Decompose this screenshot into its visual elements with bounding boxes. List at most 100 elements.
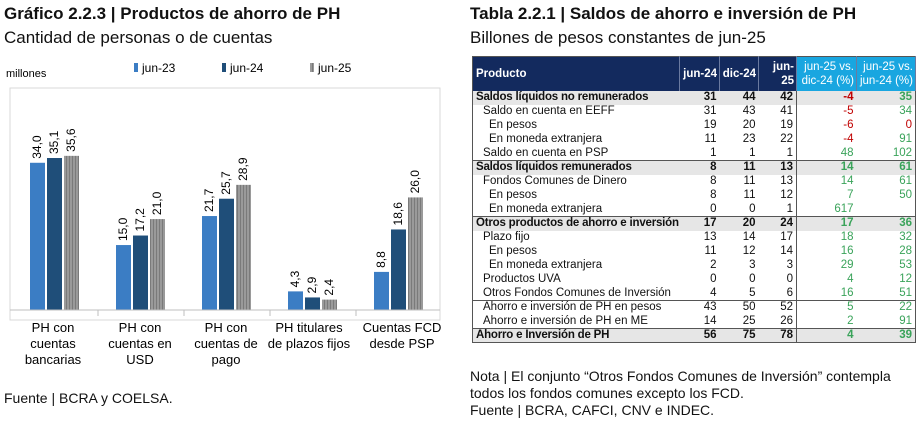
cell-value: 20 <box>719 216 759 231</box>
legend-label: jun-25 <box>317 61 352 75</box>
bar <box>408 197 423 310</box>
cell-value: 43 <box>742 105 756 117</box>
cell-value: 56 <box>679 328 720 343</box>
data-label: 18,6 <box>391 202 405 226</box>
cell-value: 0 <box>710 202 717 215</box>
row-label: Ahorro e inversión de PH en ME <box>483 314 648 327</box>
table-row: En pesos 8 11 12 7 50 <box>473 188 916 203</box>
category-label: bancarias <box>25 352 82 367</box>
table-note: Nota | El conjunto “Otros Fondos Comunes… <box>470 368 912 419</box>
category-label: pago <box>212 352 241 367</box>
cell-value: 13 <box>758 160 797 175</box>
column-header: jun-25 <box>758 56 797 91</box>
cell-value: 31 <box>703 105 717 117</box>
cell-value: 1 <box>758 202 797 217</box>
row-label: Saldos líquidos no remunerados <box>472 90 680 105</box>
data-label: 15,0 <box>116 217 130 241</box>
table-row: En pesos 19 20 19 -6 0 <box>473 118 916 133</box>
row-label: Ahorro e Inversión de PH <box>472 328 680 343</box>
y-axis-label: millones <box>6 68 47 80</box>
row-label: En pesos <box>489 119 537 131</box>
column-header: Producto <box>472 56 680 91</box>
data-label: 21,7 <box>202 188 216 212</box>
cell-value: 14 <box>703 314 717 327</box>
cell-value: 19 <box>758 118 797 133</box>
cell-value: 44 <box>719 90 759 105</box>
bar <box>202 216 217 310</box>
cell-value: 25 <box>742 314 756 327</box>
cell-value: 22 <box>856 300 916 315</box>
cell-value: -5 <box>843 105 854 117</box>
table-row: Otros productos de ahorro e inversión 17 2… <box>472 216 916 231</box>
table-row: En moneda extranjera 0 0 1 617 <box>473 202 916 217</box>
row-label: Otros productos de ahorro e inversión <box>472 216 680 231</box>
cell-value: 18 <box>840 231 854 243</box>
cell-value: 8 <box>710 175 717 187</box>
row-label: Saldo en cuenta en PSP <box>483 146 609 159</box>
data-label: 26,0 <box>408 170 422 194</box>
cell-value: 3 <box>758 258 797 273</box>
cell-value: 5 <box>796 300 857 315</box>
cell-value: 61 <box>856 160 916 175</box>
cell-value: 78 <box>758 328 797 343</box>
cell-value: 29 <box>840 259 854 271</box>
cell-value: 12 <box>758 188 797 203</box>
bar <box>219 198 234 310</box>
chart-title: Gráfico 2.2.3 | Productos de ahorro de P… <box>4 4 341 23</box>
column-header: jun-24 <box>679 56 720 91</box>
data-label: 28,9 <box>236 157 250 181</box>
data-label: 21,0 <box>150 191 164 215</box>
data-label: 17,2 <box>133 208 147 232</box>
legend-swatch <box>310 63 314 72</box>
category-label: cuentas en <box>108 336 172 351</box>
table-row: Fondos Comunes de Dinero 8 11 13 14 61 <box>473 174 916 189</box>
row-label: En moneda extranjera <box>489 133 603 145</box>
bar <box>391 229 406 310</box>
cell-value: 12 <box>899 273 912 285</box>
cell-value: 16 <box>840 245 854 257</box>
cell-value <box>857 203 916 217</box>
row-label: Fondos Comunes de Dinero <box>483 175 627 187</box>
row-label: Saldos líquidos remunerados <box>472 160 680 175</box>
row-label: Productos UVA <box>483 273 561 285</box>
cell-value: 12 <box>742 245 756 257</box>
cell-value: 4 <box>796 328 857 343</box>
cell-value: 61 <box>899 175 912 187</box>
cell-value: 43 <box>679 300 720 315</box>
cell-value: 11 <box>719 160 759 175</box>
table-row: En moneda extranjera 2 3 3 29 53 <box>473 258 916 273</box>
cell-value: 23 <box>742 133 756 145</box>
cell-value: 51 <box>899 286 912 299</box>
cell-value: 50 <box>719 300 759 315</box>
cell-value: 91 <box>899 314 912 327</box>
cell-value: 26 <box>758 314 797 329</box>
bar <box>322 299 337 310</box>
cell-value: 42 <box>758 90 797 105</box>
data-label: 34,0 <box>30 135 44 159</box>
legend-label: jun-24 <box>229 61 264 75</box>
table-title: Tabla 2.2.1 | Saldos de ahorro e inversi… <box>470 4 857 23</box>
cell-value: 14 <box>840 175 854 187</box>
cell-value: 75 <box>719 328 759 343</box>
bar <box>305 297 320 310</box>
cell-value: -6 <box>843 119 854 131</box>
cell-value: 0 <box>710 273 717 285</box>
category-label: USD <box>126 352 153 367</box>
category-label: Cuentas FCD <box>363 320 442 335</box>
cell-value: 39 <box>856 328 916 343</box>
row-label: Ahorro e inversión de PH en pesos <box>472 300 680 315</box>
cell-value: 0 <box>905 119 912 131</box>
cell-value: 8 <box>679 160 720 175</box>
cell-value: 48 <box>840 146 854 159</box>
cell-value: 35 <box>856 90 916 105</box>
cell-value: 14 <box>742 231 756 243</box>
cell-value: 0 <box>749 202 756 215</box>
column-header: dic-24 <box>719 56 759 91</box>
cell-value: 102 <box>892 146 912 159</box>
note-text: Nota | El conjunto “Otros Fondos Comunes… <box>470 368 891 401</box>
table-row: Saldo en cuenta en PSP 1 1 1 48 102 <box>473 146 916 161</box>
table-source: Fuente | BCRA, CAFCI, CNV e INDEC. <box>470 402 715 418</box>
cell-value: 24 <box>758 216 797 231</box>
bar <box>116 245 131 310</box>
category-label: PH con <box>32 320 75 335</box>
